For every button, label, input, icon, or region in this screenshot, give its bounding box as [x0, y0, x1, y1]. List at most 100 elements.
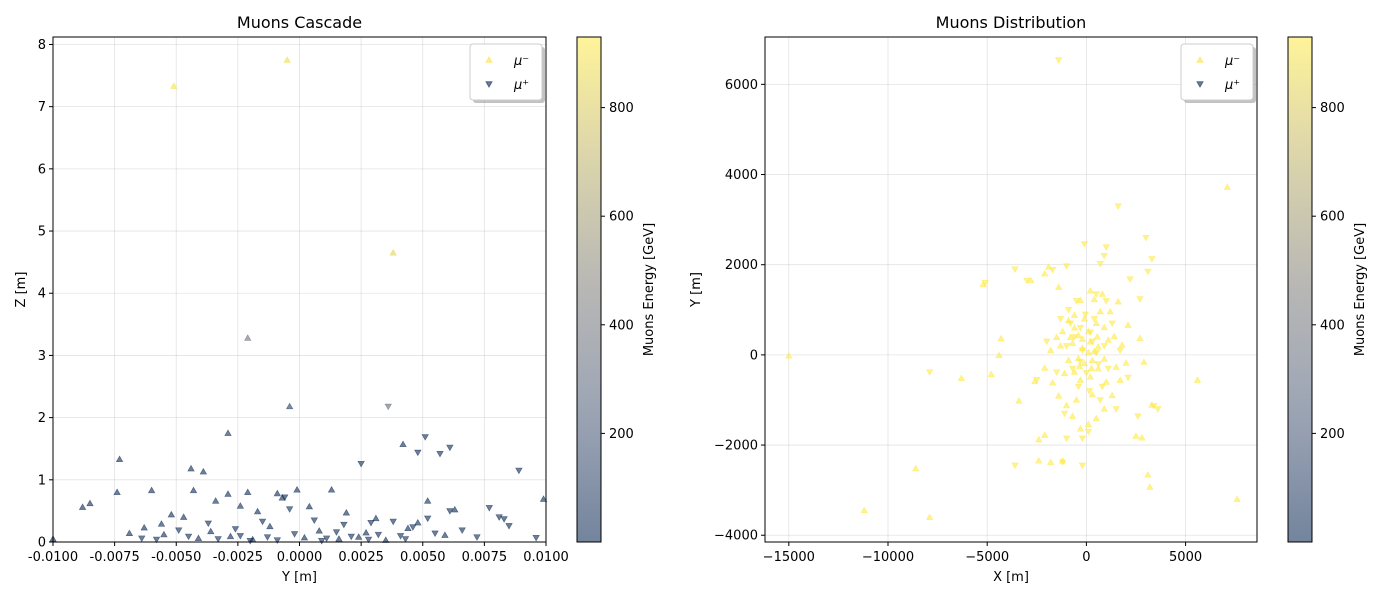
mu-minus-point	[342, 508, 351, 516]
mu-plus-point	[285, 506, 294, 513]
y-tick-label: 4	[38, 287, 46, 302]
mu-minus-point	[987, 370, 995, 377]
mu-plus-point	[1052, 369, 1061, 376]
mu-minus-point	[1100, 355, 1108, 362]
scatter-points	[785, 57, 1241, 520]
colorbar-tick-label: 600	[609, 210, 634, 225]
mu-plus-point	[1084, 428, 1093, 436]
mu-plus-point	[310, 517, 319, 525]
grid	[765, 37, 1257, 542]
mu-minus-point	[1080, 359, 1089, 367]
mu-plus-point	[414, 449, 422, 457]
mu-minus-point	[224, 429, 232, 436]
mu-minus-point	[1146, 483, 1154, 490]
mu-minus-point	[1087, 364, 1096, 372]
mu-minus-point	[199, 467, 208, 475]
mu-plus-point	[1054, 57, 1063, 64]
mu-plus-point	[389, 518, 397, 526]
mu-minus-point	[194, 534, 203, 541]
mu-plus-point	[1078, 462, 1087, 470]
y-axis-label: Z [m]	[14, 272, 29, 308]
mu-minus-point	[1093, 333, 1102, 340]
mu-plus-point	[204, 520, 213, 528]
mu-minus-point	[860, 506, 868, 514]
mu-minus-point	[1112, 363, 1120, 370]
mu-plus-point	[421, 434, 429, 441]
mu-minus-point	[147, 486, 156, 494]
mu-minus-point	[1075, 362, 1084, 369]
mu-minus-point	[113, 488, 121, 495]
mu-minus-point	[1035, 457, 1043, 464]
mu-plus-point	[1116, 347, 1124, 355]
mu-plus-point	[1094, 361, 1103, 368]
mu-minus-point	[86, 499, 94, 507]
x-tick-label: −10000	[862, 550, 914, 565]
mu-minus-point	[1114, 297, 1122, 305]
x-tick-label: 0.0025	[338, 550, 384, 565]
legend-label: μ⁻	[513, 54, 529, 69]
mu-minus-point	[283, 56, 291, 63]
mu-plus-point	[446, 508, 454, 515]
mu-minus-point	[211, 497, 220, 504]
x-axis-label: Y [m]	[281, 570, 317, 585]
x-tick-label: −5000	[965, 550, 1009, 565]
mu-plus-point	[138, 535, 146, 543]
mu-plus-point	[1048, 266, 1057, 274]
grid	[52, 37, 547, 543]
mu-plus-point	[515, 467, 523, 475]
mu-minus-point	[1088, 356, 1097, 363]
mu-plus-point	[1064, 307, 1073, 314]
mu-minus-point	[1136, 334, 1144, 341]
mu-plus-point	[396, 533, 405, 540]
x-tick-label: 0	[1082, 550, 1090, 565]
x-tick-label: −15000	[763, 550, 815, 565]
y-tick-label: 0	[750, 348, 758, 363]
mu-minus-point	[160, 530, 168, 538]
mu-plus-point	[1085, 388, 1094, 395]
x-tick-label: -0.0050	[151, 550, 201, 565]
x-tick-label: 0.0050	[400, 550, 446, 565]
mu-minus-point	[1233, 495, 1241, 502]
x-tick-label: 0.0000	[277, 550, 323, 565]
mu-minus-point	[253, 507, 262, 515]
y-tick-label: 5	[38, 225, 46, 240]
ticks: -0.0100 -0.0075 -0.0050 -0.0025 0.0000 0.0025…	[28, 38, 569, 565]
mu-plus-point	[458, 527, 466, 534]
mu-minus-point	[997, 334, 1005, 342]
mu-plus-point	[374, 531, 383, 539]
mu-plus-point	[290, 531, 299, 538]
mu-minus-point	[362, 528, 370, 536]
mu-plus-point	[332, 529, 341, 536]
colorbar-label: Muons Energy [GeV]	[642, 223, 657, 356]
mu-plus-point	[364, 536, 373, 544]
colorbar-gradient	[1287, 36, 1313, 543]
mu-minus-point	[1070, 311, 1079, 318]
mu-minus-point	[335, 535, 343, 542]
mu-plus-point	[1114, 203, 1122, 210]
chart-title: Muons Distribution	[936, 13, 1087, 32]
mu-plus-point	[1078, 435, 1087, 443]
y-tick-label: 6000	[725, 78, 758, 93]
x-axis-label: X [m]	[993, 570, 1029, 585]
y-tick-label: 8	[38, 38, 46, 53]
x-tick-label: 0.0075	[462, 550, 508, 565]
y-tick-label: −4000	[714, 529, 758, 544]
mu-minus-point	[1110, 332, 1118, 340]
mu-minus-point	[285, 402, 294, 410]
mu-minus-point	[244, 334, 252, 341]
mu-plus-point	[1042, 338, 1051, 346]
mu-plus-point	[1088, 338, 1097, 346]
legend: μ⁻ μ⁺	[1180, 43, 1256, 103]
mu-plus-point	[1124, 374, 1132, 382]
mu-plus-point	[981, 280, 989, 287]
mu-minus-point	[925, 513, 934, 520]
mu-minus-point	[1096, 307, 1104, 315]
mu-minus-point	[539, 495, 548, 502]
mu-minus-point	[1056, 342, 1065, 349]
mu-plus-point	[1074, 383, 1083, 391]
legend-box	[469, 43, 543, 101]
mu-minus-point	[1144, 471, 1152, 478]
mu-minus-point	[1223, 183, 1231, 190]
mu-plus-point	[273, 537, 282, 544]
mu-minus-point	[1054, 392, 1063, 399]
